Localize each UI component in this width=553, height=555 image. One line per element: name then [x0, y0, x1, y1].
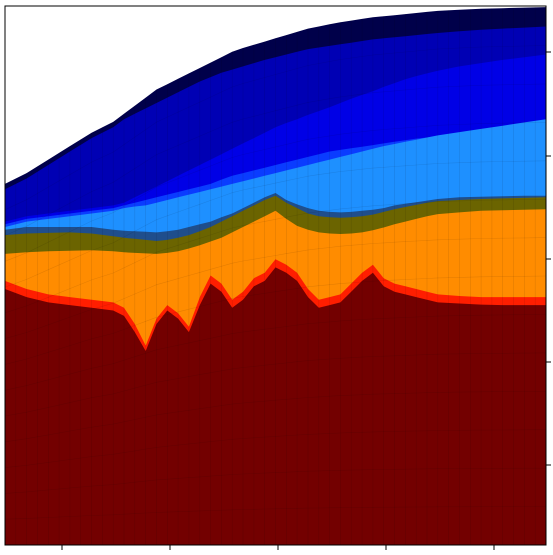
- mesh-row: [4, 314, 547, 391]
- mesh-row: [4, 237, 547, 339]
- mesh-row: [4, 83, 547, 236]
- mesh-row: [4, 506, 546, 520]
- mesh-row: [4, 122, 547, 262]
- mesh-row: [4, 352, 547, 417]
- layer-10: [5, 267, 546, 545]
- mesh-row: [4, 275, 547, 365]
- axis-ticks: [61, 51, 551, 550]
- mesh-grid: [4, 7, 547, 545]
- mesh-row: [4, 160, 547, 288]
- plot-frame: [4, 5, 547, 546]
- mesh-row: [4, 198, 547, 314]
- mesh-row: [4, 45, 547, 210]
- mesh-row: [4, 467, 546, 494]
- series-layers: [5, 7, 546, 546]
- mesh-row: [4, 429, 547, 468]
- mesh-row: [4, 391, 547, 443]
